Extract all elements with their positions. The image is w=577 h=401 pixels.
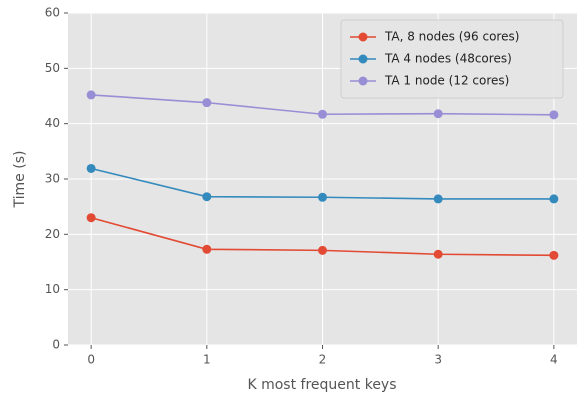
point (549, 250, 559, 260)
legend-box (340, 19, 564, 99)
legend-marker (358, 54, 368, 64)
legend-label: TA 1 node (12 cores) (384, 74, 509, 88)
point (433, 249, 443, 259)
y-tick-label: 50 (45, 61, 60, 75)
point (433, 194, 443, 204)
point (86, 90, 96, 100)
legend-label: TA 4 nodes (48cores) (384, 52, 512, 66)
x-tick-label: 1 (203, 353, 211, 367)
x-tick-label: 3 (434, 353, 442, 367)
y-tick-label: 40 (45, 116, 60, 130)
y-axis-label: Time (s) (12, 151, 28, 209)
point (86, 213, 96, 223)
point (549, 110, 559, 120)
y-tick-label: 20 (45, 227, 60, 241)
legend-label: TA, 8 nodes (96 cores) (384, 30, 519, 44)
legend-marker (358, 76, 368, 86)
x-axis-label: K most frequent keys (247, 377, 396, 393)
point (86, 163, 96, 173)
point (318, 245, 327, 255)
point (202, 192, 212, 202)
y-tick-label: 10 (45, 282, 60, 296)
x-tick-label: 2 (319, 353, 327, 367)
point (549, 194, 559, 204)
y-tick-label: 30 (45, 172, 60, 186)
y-tick-label: 60 (45, 6, 60, 20)
x-tick-label: 4 (550, 353, 558, 367)
point (202, 244, 212, 254)
point (318, 109, 327, 119)
point (433, 109, 443, 119)
point (202, 98, 212, 108)
y-tick-label: 0 (52, 338, 60, 352)
x-tick-label: 0 (87, 353, 95, 367)
point (318, 192, 327, 202)
legend-marker (358, 32, 368, 42)
